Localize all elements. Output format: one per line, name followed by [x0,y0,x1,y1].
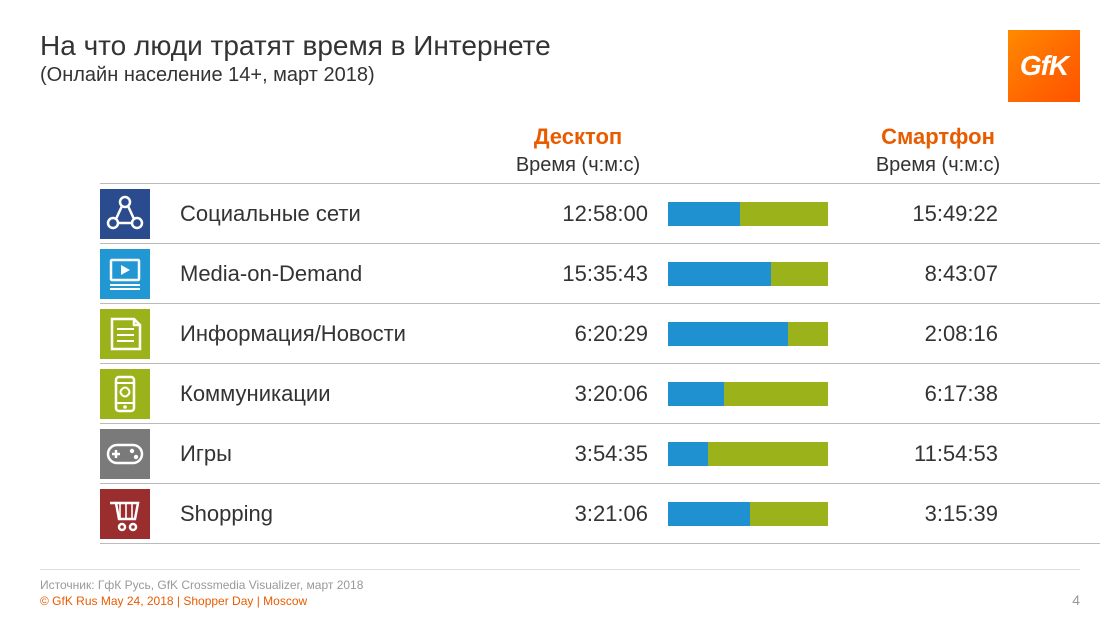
ratio-bar [668,262,858,286]
header: На что люди тратят время в Интернете (Он… [40,30,1080,102]
slide: На что люди тратят время в Интернете (Он… [0,0,1120,630]
bar-segment-desktop [668,442,708,466]
table-row: Игры3:54:35 11:54:53 [100,424,1100,484]
smartphone-header-label: Смартфон [858,124,1018,150]
smartphone-time-value: 6:17:38 [858,381,1018,407]
table-row: Социальные сети12:58:00 15:49:22 [100,184,1100,244]
table-row: Коммуникации3:20:06 6:17:38 [100,364,1100,424]
smartphone-time-value: 2:08:16 [858,321,1018,347]
bar-segment-smartphone [750,502,828,526]
bar-segment-smartphone [724,382,828,406]
social-icon [100,189,150,239]
rows-container: Социальные сети12:58:00 15:49:22 Media-on… [100,183,1100,544]
data-table: Десктоп Время (ч:м:с) Смартфон Время (ч:… [100,124,1100,544]
slide-subtitle: (Онлайн население 14+, март 2018) [40,64,551,87]
smartphone-column-header: Смартфон Время (ч:м:с) [858,124,1018,177]
copyright-text: © GfK Rus May 24, 2018 | Shopper Day | M… [40,594,1080,608]
smartphone-time-value: 15:49:22 [858,201,1018,227]
category-label: Media-on-Demand [158,261,488,287]
category-label: Информация/Новости [158,321,488,347]
ratio-bar [668,382,858,406]
desktop-time-label: Время (ч:м:с) [488,154,668,177]
bar-segment-desktop [668,502,750,526]
bar-segment-desktop [668,262,771,286]
category-label: Социальные сети [158,201,488,227]
category-label: Shopping [158,501,488,527]
table-row: Информация/Новости6:20:29 2:08:16 [100,304,1100,364]
ratio-bar [668,322,858,346]
games-icon [100,429,150,479]
bar-segment-desktop [668,382,724,406]
ratio-bar [668,202,858,226]
slide-title: На что люди тратят время в Интернете [40,30,551,62]
source-text: Источник: ГфК Русь, GfK Crossmedia Visua… [40,578,1080,592]
page-number: 4 [1072,592,1080,608]
desktop-time-value: 3:20:06 [488,381,668,407]
comm-icon [100,369,150,419]
smartphone-time-value: 8:43:07 [858,261,1018,287]
bar-segment-smartphone [788,322,828,346]
shopping-icon [100,489,150,539]
desktop-time-value: 3:54:35 [488,441,668,467]
table-row: Shopping3:21:06 3:15:39 [100,484,1100,544]
gfk-logo: GfK [1008,30,1080,102]
category-label: Коммуникации [158,381,488,407]
desktop-time-value: 6:20:29 [488,321,668,347]
desktop-time-value: 3:21:06 [488,501,668,527]
column-headers: Десктоп Время (ч:м:с) Смартфон Время (ч:… [100,124,1100,177]
smartphone-time-value: 11:54:53 [858,441,1018,467]
bar-segment-smartphone [771,262,828,286]
category-label: Игры [158,441,488,467]
bar-segment-desktop [668,322,788,346]
bar-segment-smartphone [740,202,828,226]
smartphone-time-value: 3:15:39 [858,501,1018,527]
media-icon [100,249,150,299]
smartphone-time-label: Время (ч:м:с) [858,154,1018,177]
table-row: Media-on-Demand15:35:43 8:43:07 [100,244,1100,304]
desktop-header-label: Десктоп [488,124,668,150]
ratio-bar [668,502,858,526]
ratio-bar [668,442,858,466]
news-icon [100,309,150,359]
bar-segment-smartphone [708,442,828,466]
desktop-time-value: 12:58:00 [488,201,668,227]
footer: Источник: ГфК Русь, GfK Crossmedia Visua… [40,569,1080,608]
desktop-time-value: 15:35:43 [488,261,668,287]
desktop-column-header: Десктоп Время (ч:м:с) [488,124,668,177]
bar-segment-desktop [668,202,740,226]
title-block: На что люди тратят время в Интернете (Он… [40,30,551,87]
